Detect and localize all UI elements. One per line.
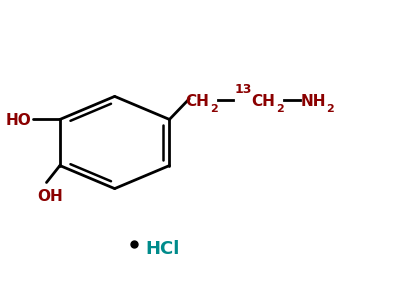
Text: CH: CH xyxy=(185,94,209,109)
Text: HO: HO xyxy=(5,113,31,128)
Text: NH: NH xyxy=(300,94,326,109)
Text: CH: CH xyxy=(252,94,276,109)
Text: OH: OH xyxy=(37,190,63,204)
Text: 13: 13 xyxy=(234,83,251,95)
Text: 2: 2 xyxy=(276,105,285,115)
Text: 2: 2 xyxy=(326,105,334,115)
Text: HCl: HCl xyxy=(145,240,180,258)
Text: 2: 2 xyxy=(210,105,218,115)
